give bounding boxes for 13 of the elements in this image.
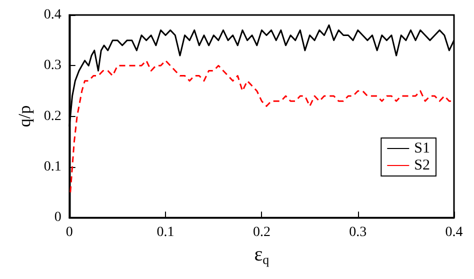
y-tick-label: 0.2 — [44, 108, 62, 124]
x-tick-label: 0.1 — [156, 225, 174, 240]
x-tick-label: 0 — [66, 225, 73, 240]
y-tick-label: 0.3 — [44, 58, 62, 74]
legend-label: S1 — [414, 140, 430, 156]
x-tick-label: 0.3 — [349, 225, 367, 240]
y-tick-label: 0.1 — [44, 159, 62, 174]
y-tick-label: 0 — [54, 210, 62, 226]
x-tick-label: 0.2 — [252, 225, 270, 240]
x-tick-label: 0.4 — [445, 225, 463, 240]
y-axis-title: q/p — [15, 105, 34, 128]
y-tick-label: 0.4 — [44, 8, 62, 22]
legend-label: S2 — [414, 158, 430, 174]
